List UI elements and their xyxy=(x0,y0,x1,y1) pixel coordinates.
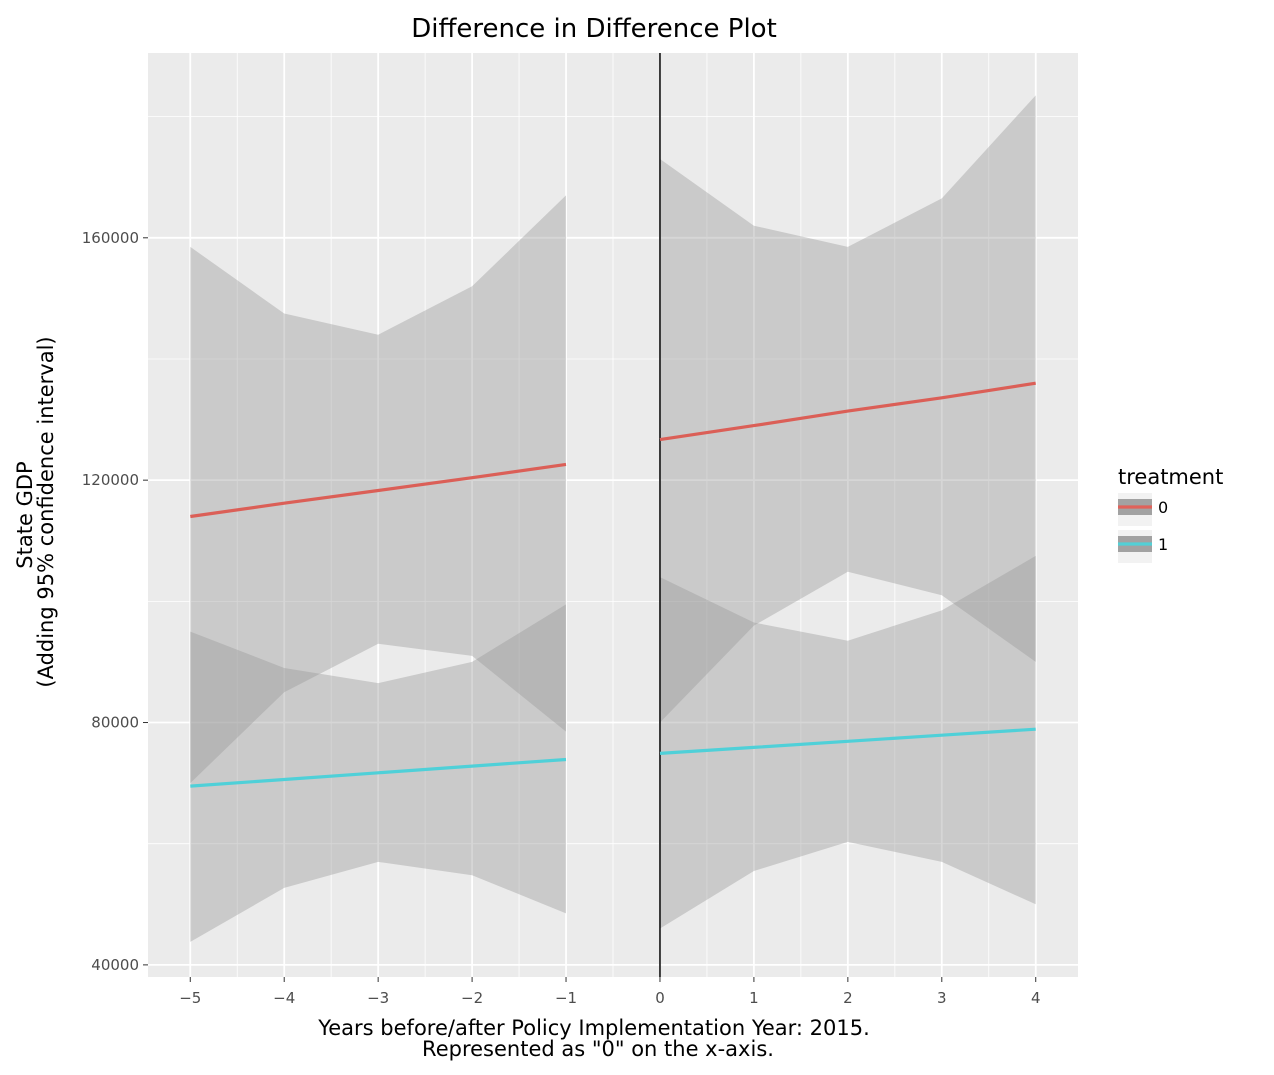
x-tick-label: −2 xyxy=(461,989,483,1007)
line-treatment-0 xyxy=(190,462,567,519)
ci-ribbon-treatment-0 xyxy=(660,95,1036,723)
x-tick-label: −4 xyxy=(273,989,295,1007)
legend-label-1: 1 xyxy=(1158,535,1168,554)
legend-items: 01 xyxy=(1118,493,1168,563)
y-tick-label: 40000 xyxy=(91,956,139,974)
chart-title: Difference in Difference Plot xyxy=(411,14,777,44)
legend-key-1 xyxy=(1118,530,1152,563)
x-tick-label: −5 xyxy=(179,989,201,1007)
x-tick-label: 0 xyxy=(655,989,665,1007)
y-axis-title-line2: (Adding 95% confidence interval) xyxy=(34,336,58,687)
x-axis-title-line1: Years before/after Policy Implementation… xyxy=(317,1016,870,1040)
y-tick-label: 80000 xyxy=(91,714,139,732)
legend-key-0 xyxy=(1118,493,1152,526)
y-tick-label: 120000 xyxy=(82,471,139,489)
y-axis-title-line1: State GDP xyxy=(13,461,37,568)
legend-label-0: 0 xyxy=(1158,498,1168,517)
x-tick-label: 1 xyxy=(749,989,759,1007)
x-tick-label: −1 xyxy=(555,989,577,1007)
x-axis-title-line2: Represented as "0" on the x-axis. xyxy=(422,1037,774,1061)
x-tick-label: 2 xyxy=(843,989,853,1007)
series-lines xyxy=(190,381,1036,788)
y-axis-ticks: 40000 80000 120000 160000 xyxy=(82,229,148,974)
x-axis-ticks: −5 −4 −3 −2 −1 0 1 2 3 4 xyxy=(179,977,1041,1007)
x-tick-label: 4 xyxy=(1031,989,1041,1007)
legend: treatment 01 xyxy=(1118,465,1223,563)
line-treatment-1 xyxy=(659,727,1036,755)
y-tick-label: 160000 xyxy=(82,229,139,247)
legend-title: treatment xyxy=(1118,465,1223,489)
x-tick-label: −3 xyxy=(367,989,389,1007)
line-treatment-1 xyxy=(190,757,567,788)
x-tick-label: 3 xyxy=(937,989,947,1007)
line-treatment-0 xyxy=(659,381,1036,442)
